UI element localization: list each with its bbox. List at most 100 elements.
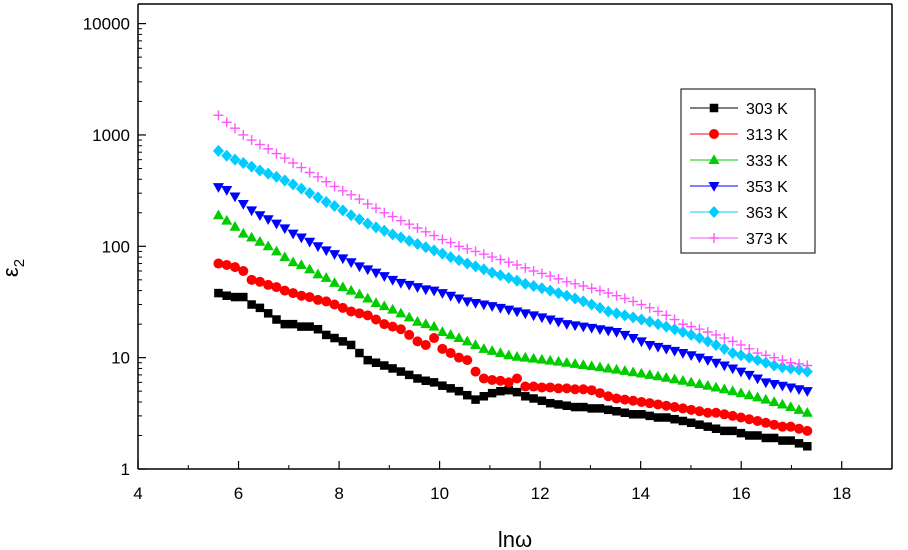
data-point — [776, 398, 788, 409]
data-point — [362, 265, 374, 276]
data-point — [271, 148, 282, 159]
legend-item: 303 K — [690, 101, 788, 118]
data-point — [221, 186, 233, 196]
data-point — [486, 302, 498, 312]
data-point — [776, 361, 788, 374]
data-point — [727, 364, 739, 375]
data-point — [769, 419, 780, 430]
data-point — [552, 355, 564, 366]
data-point — [801, 365, 813, 378]
data-point — [619, 394, 630, 405]
data-point — [337, 204, 349, 217]
data-point — [686, 418, 696, 428]
data-point — [287, 229, 299, 240]
data-point — [794, 358, 805, 369]
data-point — [628, 296, 639, 307]
data-point — [669, 314, 680, 325]
data-point — [528, 352, 540, 363]
data-point — [570, 278, 581, 289]
data-point — [636, 396, 647, 407]
data-point — [760, 393, 772, 404]
data-point — [255, 303, 265, 313]
data-point — [345, 284, 357, 295]
data-point — [519, 351, 531, 362]
data-point — [404, 370, 414, 380]
data-point — [577, 322, 589, 333]
data-point — [785, 401, 797, 412]
data-point — [453, 332, 465, 343]
data-point — [695, 420, 704, 429]
data-point — [504, 385, 513, 395]
data-point — [685, 376, 697, 387]
data-point — [321, 176, 332, 187]
data-point — [536, 313, 548, 324]
data-point — [305, 322, 314, 331]
data-point — [353, 262, 365, 273]
legend-label: 353 K — [746, 179, 788, 196]
data-point — [653, 399, 664, 410]
data-point — [295, 182, 307, 195]
data-point — [728, 426, 737, 436]
data-point — [545, 382, 556, 393]
y-tick-label: 10 — [111, 349, 130, 368]
legend-item: 373 K — [690, 231, 788, 248]
data-point — [594, 361, 606, 372]
data-point — [503, 271, 515, 284]
data-point — [545, 271, 556, 282]
data-point — [321, 296, 332, 307]
data-point — [254, 235, 266, 246]
data-point — [354, 194, 365, 205]
data-point — [380, 361, 389, 370]
legend-label: 373 K — [746, 231, 788, 248]
data-point — [462, 355, 473, 366]
data-point — [212, 209, 224, 220]
data-point — [752, 374, 764, 385]
data-point — [229, 220, 241, 231]
data-point — [279, 251, 291, 262]
data-point — [677, 403, 688, 414]
data-point — [346, 189, 357, 200]
data-point — [263, 143, 274, 154]
data-point — [428, 244, 440, 257]
data-point — [486, 266, 498, 279]
data-point — [677, 349, 689, 359]
data-point — [694, 324, 705, 335]
data-point — [653, 306, 664, 317]
data-point — [760, 417, 771, 428]
data-point — [519, 309, 531, 320]
data-point — [312, 294, 323, 305]
data-point — [304, 237, 316, 248]
data-point — [693, 332, 705, 345]
data-point — [478, 373, 489, 384]
data-point — [778, 436, 787, 445]
data-point — [718, 342, 730, 355]
data-point — [708, 182, 720, 192]
data-point — [645, 411, 654, 421]
data-point — [644, 369, 656, 379]
data-point — [702, 326, 713, 337]
data-point — [470, 298, 482, 309]
data-point — [279, 174, 291, 187]
data-point — [736, 428, 746, 438]
data-point — [413, 374, 422, 383]
data-point — [693, 378, 705, 388]
data-point — [569, 292, 581, 305]
data-point — [685, 328, 697, 341]
data-point — [462, 243, 473, 254]
data-point — [503, 377, 514, 388]
data-point — [362, 217, 374, 230]
data-point — [693, 353, 705, 364]
data-point — [387, 211, 398, 222]
data-point — [370, 297, 382, 307]
data-point — [752, 391, 764, 402]
data-point — [329, 299, 340, 310]
data-point — [528, 280, 540, 293]
data-point — [420, 226, 431, 237]
data-point — [587, 404, 596, 413]
data-point — [760, 356, 772, 369]
data-point — [263, 309, 273, 318]
y-tick-label: 1000 — [92, 126, 130, 145]
data-point — [295, 259, 307, 269]
data-point — [528, 311, 540, 322]
data-point — [669, 373, 681, 384]
